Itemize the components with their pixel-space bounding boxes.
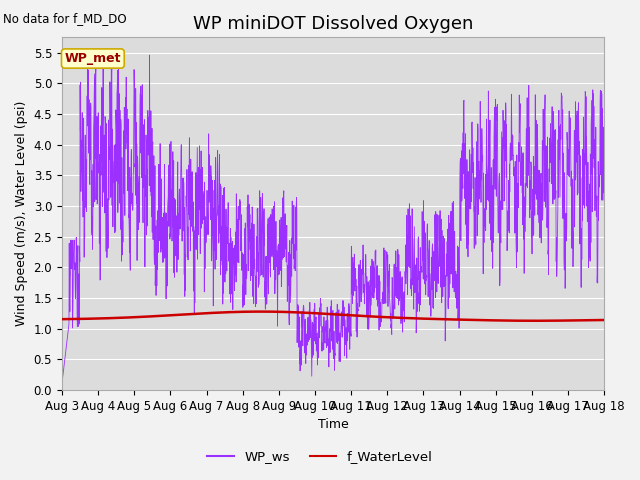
Title: WP miniDOT Dissolved Oxygen: WP miniDOT Dissolved Oxygen xyxy=(193,15,473,33)
X-axis label: Time: Time xyxy=(317,419,348,432)
Y-axis label: Wind Speed (m/s), Water Level (psi): Wind Speed (m/s), Water Level (psi) xyxy=(15,101,28,326)
Legend: WP_ws, f_WaterLevel: WP_ws, f_WaterLevel xyxy=(202,445,438,468)
Text: WP_met: WP_met xyxy=(65,52,121,65)
Text: No data for f_MD_DO: No data for f_MD_DO xyxy=(3,12,127,25)
